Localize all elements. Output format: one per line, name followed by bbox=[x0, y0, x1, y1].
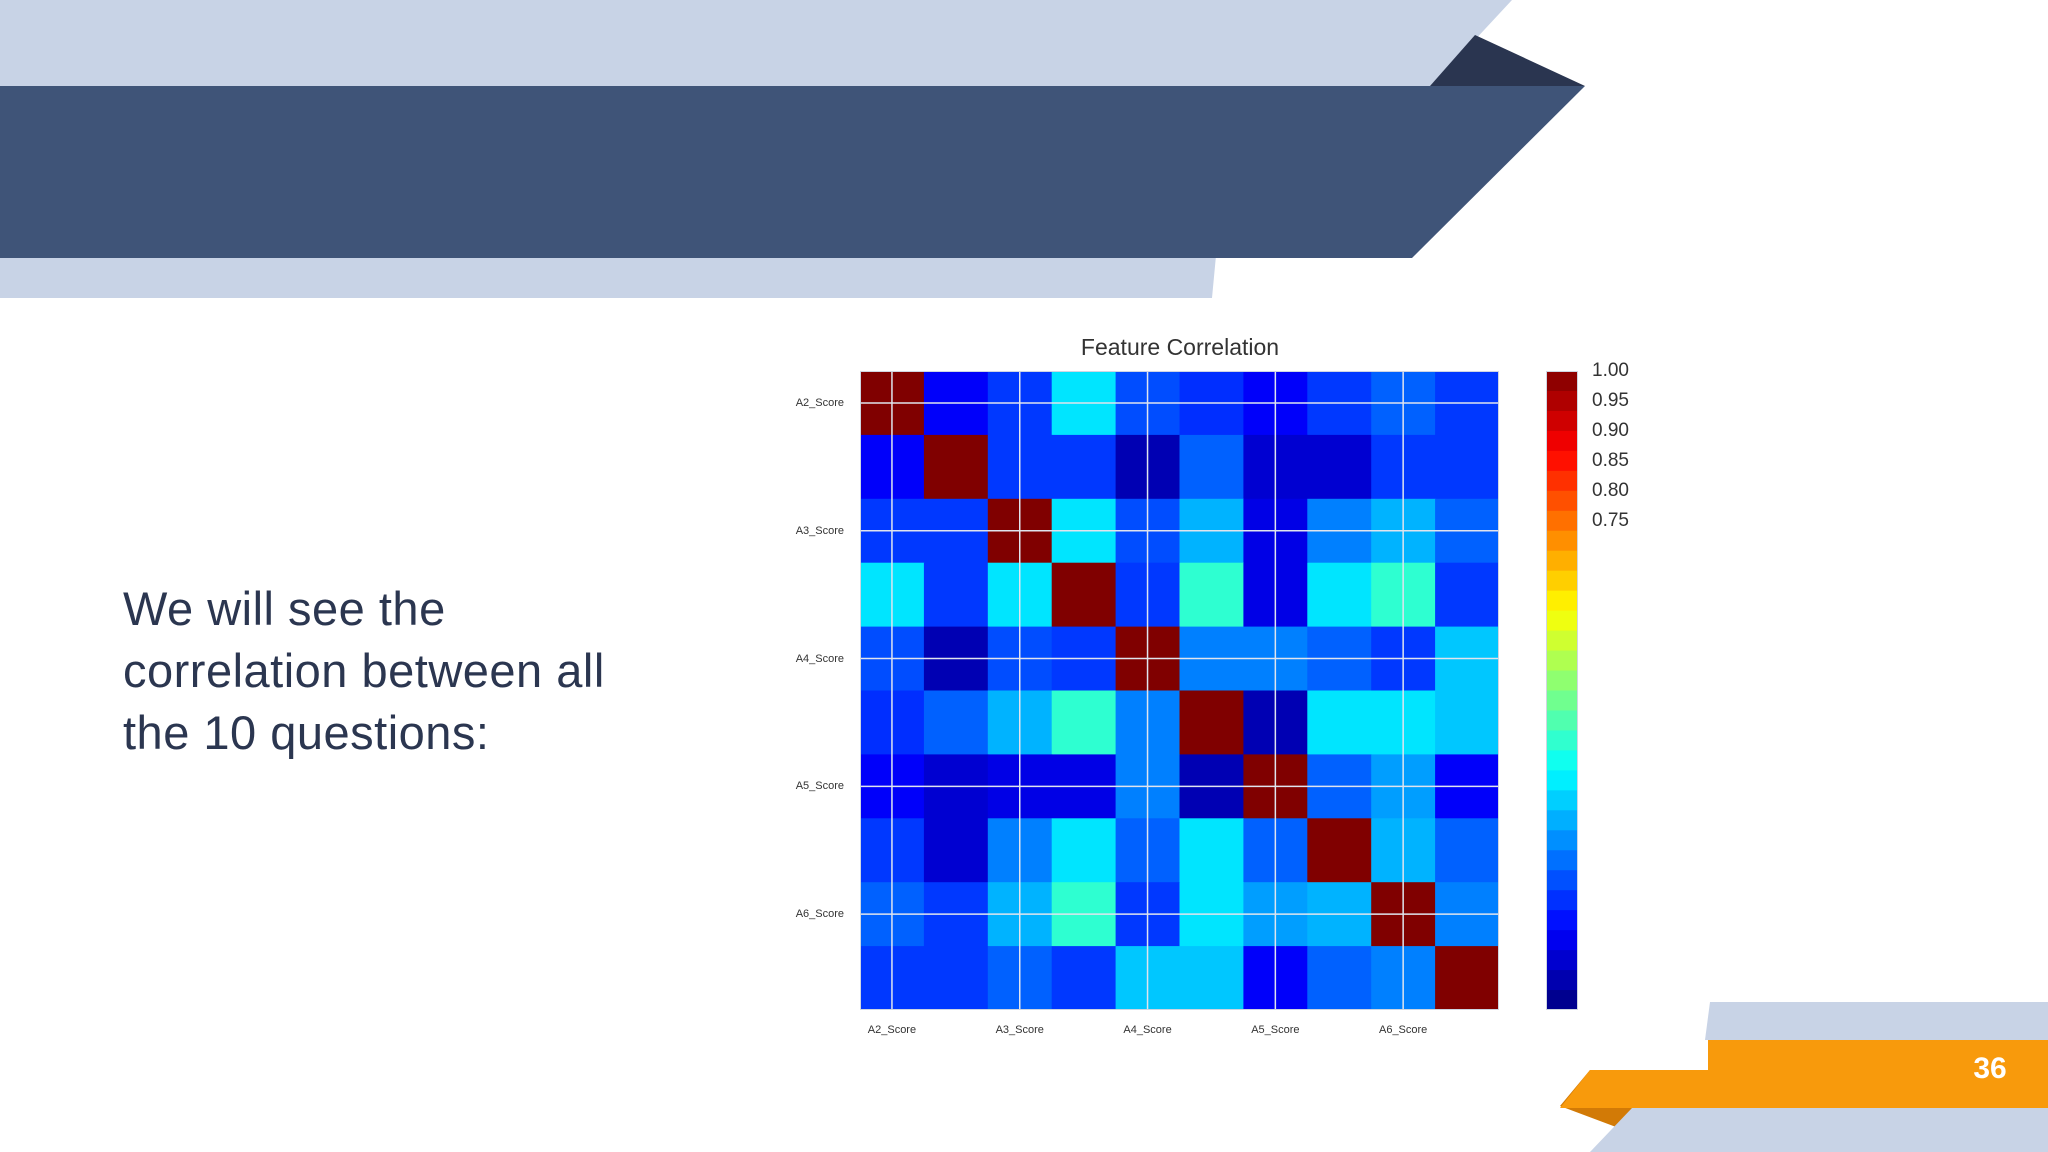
header-decoration bbox=[0, 0, 1585, 298]
colorbar-tick-label: 0.90 bbox=[1592, 420, 1629, 441]
colorbar-tick-label: 0.85 bbox=[1592, 450, 1629, 471]
heatmap-cell-7-5 bbox=[1179, 818, 1244, 883]
colorbar-segment bbox=[1547, 610, 1577, 632]
colorbar-segment bbox=[1547, 410, 1577, 432]
heatmap-cell-9-5 bbox=[1179, 946, 1244, 1010]
colorbar-tick-label: 0.95 bbox=[1592, 390, 1629, 411]
colorbar-segment bbox=[1547, 990, 1577, 1010]
colorbar-segment bbox=[1547, 790, 1577, 811]
colorbar-tick-label: 0.80 bbox=[1592, 480, 1629, 501]
colorbar-segment bbox=[1547, 970, 1577, 991]
heatmap-cell-5-5 bbox=[1179, 690, 1244, 755]
colorbar-segment bbox=[1547, 710, 1577, 732]
correlation-heatmap bbox=[860, 371, 1499, 1010]
colorbar-segment bbox=[1547, 910, 1577, 931]
colorbar-segment bbox=[1547, 950, 1577, 971]
heatmap-cell-3-7 bbox=[1307, 562, 1372, 628]
colorbar-segment bbox=[1547, 650, 1577, 672]
page-number: 36 bbox=[1973, 1052, 2007, 1085]
heatmap-cell-3-3 bbox=[1051, 562, 1117, 628]
colorbar-segment bbox=[1547, 430, 1577, 452]
x-tick-label: A6_Score bbox=[1378, 1024, 1428, 1036]
colorbar-segment bbox=[1547, 530, 1577, 552]
heatmap-cell-1-9 bbox=[1435, 434, 1499, 500]
chart-title: Feature Correlation bbox=[1080, 334, 1280, 360]
heatmap-cell-9-7 bbox=[1307, 946, 1372, 1010]
colorbar-segment bbox=[1547, 450, 1577, 472]
colorbar-segment bbox=[1547, 510, 1577, 532]
y-tick-label: A5_Score bbox=[795, 780, 844, 793]
colorbar-segment bbox=[1547, 690, 1577, 712]
y-tick-label: A6_Score bbox=[795, 908, 844, 921]
heatmap-cell-7-3 bbox=[1051, 818, 1117, 883]
heatmap-frame bbox=[860, 371, 1499, 1010]
header-dark-tip bbox=[1430, 35, 1585, 86]
x-tick-label: A3_Score bbox=[995, 1024, 1044, 1036]
heatmap-cell-9-1 bbox=[923, 946, 989, 1010]
heatmap-cell-1-1 bbox=[923, 434, 989, 500]
footer-light-band-top bbox=[1705, 1002, 2048, 1040]
heatmap-cell-9-3 bbox=[1051, 946, 1117, 1010]
colorbar-segment bbox=[1547, 930, 1577, 951]
y-tick-label: A2_Score bbox=[795, 396, 844, 409]
heatmap-cell-9-9 bbox=[1435, 946, 1499, 1010]
colorbar bbox=[1546, 371, 1578, 1010]
colorbar-segment bbox=[1547, 550, 1577, 572]
y-tick-label: A3_Score bbox=[795, 524, 844, 537]
colorbar-segment bbox=[1547, 390, 1577, 412]
header-main-band bbox=[0, 86, 1585, 258]
y-tick-label: A4_Score bbox=[795, 652, 844, 665]
slide-body-text: We will see the correlation between all … bbox=[123, 582, 605, 759]
colorbar-segment bbox=[1547, 570, 1577, 592]
heatmap-cell-5-9 bbox=[1435, 690, 1499, 755]
colorbar-segment bbox=[1547, 371, 1577, 392]
heatmap-cell-3-1 bbox=[923, 562, 989, 628]
colorbar-segment bbox=[1547, 730, 1577, 752]
heatmap-cell-5-1 bbox=[923, 690, 989, 755]
colorbar-segment bbox=[1547, 590, 1577, 612]
footer-light-band-bottom bbox=[1590, 1108, 2048, 1152]
footer-orange-dark bbox=[1560, 1070, 1660, 1133]
heatmap-cell-5-3 bbox=[1051, 690, 1117, 755]
colorbar-segment bbox=[1547, 770, 1577, 791]
heatmap-cell-1-7 bbox=[1307, 434, 1372, 500]
heatmap-cell-1-3 bbox=[1051, 434, 1117, 500]
colorbar-segment bbox=[1547, 850, 1577, 871]
heatmap-cell-3-5 bbox=[1179, 562, 1244, 628]
heatmap-cell-7-7 bbox=[1307, 818, 1372, 883]
heatmap-cell-5-7 bbox=[1307, 690, 1372, 755]
colorbar-tick-label: 0.75 bbox=[1592, 510, 1629, 531]
colorbar-segment bbox=[1547, 490, 1577, 512]
x-tick-label: A5_Score bbox=[1251, 1024, 1300, 1036]
heatmap-cell-7-9 bbox=[1435, 818, 1499, 883]
colorbar-segment bbox=[1547, 670, 1577, 692]
x-tick-label: A4_Score bbox=[1123, 1024, 1172, 1036]
colorbar-frame bbox=[1546, 371, 1578, 1010]
colorbar-segment bbox=[1547, 890, 1577, 911]
x-tick-label: A2_Score bbox=[867, 1024, 917, 1036]
heatmap-cell-3-9 bbox=[1435, 562, 1499, 628]
heatmap-cell-7-1 bbox=[923, 818, 989, 883]
colorbar-segment bbox=[1547, 630, 1577, 652]
colorbar-segment bbox=[1547, 750, 1577, 771]
colorbar-segment bbox=[1547, 810, 1577, 831]
colorbar-segment bbox=[1547, 870, 1577, 891]
colorbar-segment bbox=[1547, 470, 1577, 492]
colorbar-tick-label: 1.00 bbox=[1592, 360, 1629, 381]
heatmap-cell-1-5 bbox=[1179, 434, 1244, 500]
colorbar-segment bbox=[1547, 830, 1577, 851]
